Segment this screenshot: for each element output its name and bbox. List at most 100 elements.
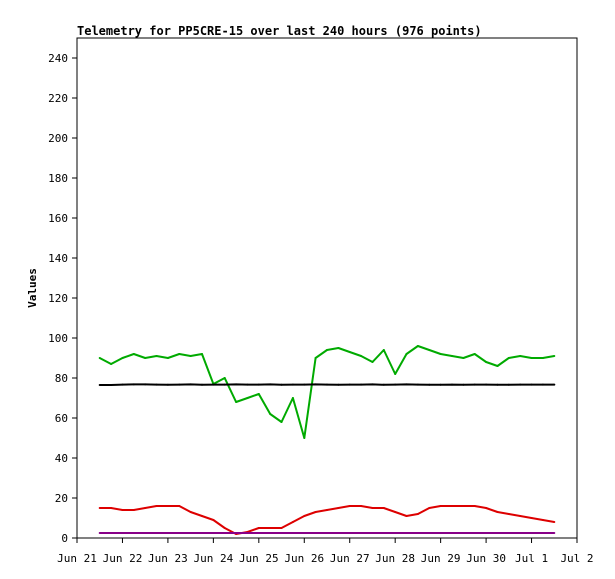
series-3-point	[223, 532, 226, 534]
series-1-point	[246, 383, 249, 386]
series-3-point	[178, 532, 181, 534]
series-2-point	[178, 505, 181, 507]
series-3-point	[235, 532, 238, 534]
x-tick-label: Jun 28	[375, 552, 415, 565]
series-3-point	[382, 532, 385, 534]
series-1-point	[428, 383, 431, 386]
series-2-point	[360, 505, 363, 507]
series-0-point	[223, 377, 226, 379]
series-1-point	[189, 383, 192, 386]
series-1-point	[98, 384, 101, 386]
series-2-point	[428, 507, 431, 509]
series-0-point	[303, 437, 306, 439]
series-3-point	[553, 532, 556, 534]
series-1-point	[382, 383, 385, 386]
y-tick-label: 160	[48, 212, 68, 225]
x-tick-label: Jul 2	[560, 552, 593, 565]
series-3-point	[530, 532, 533, 534]
series-2-point	[337, 507, 340, 509]
x-tick-label: Jul 1	[515, 552, 548, 565]
series-3-point	[166, 532, 169, 534]
series-0-point	[166, 357, 169, 359]
plot-area	[76, 37, 578, 539]
series-3-point	[337, 532, 340, 534]
series-1-point	[257, 383, 260, 386]
series-1-point	[326, 383, 328, 386]
series-3-point	[451, 532, 453, 534]
series-2-point	[110, 507, 113, 509]
series-1-point	[348, 383, 351, 386]
series-0-point	[473, 353, 476, 355]
series-3-point	[485, 532, 488, 534]
series-3-point	[98, 532, 101, 534]
x-axis: Jun 21 Jun 22 Jun 23 Jun 24 Jun 25 Jun 26 Jun …	[57, 538, 594, 565]
series-1-point	[235, 383, 238, 386]
series-3-point	[280, 532, 283, 534]
series-3-point	[405, 532, 408, 534]
series-0-point	[553, 355, 556, 357]
series-2-point	[416, 513, 419, 515]
series-3-point	[132, 532, 135, 534]
series-3-point	[303, 532, 306, 534]
series-3-point	[394, 532, 397, 534]
series-0-point	[496, 365, 499, 367]
series-2-point	[269, 527, 272, 529]
series-1-point	[223, 383, 226, 386]
series-1-point	[291, 383, 294, 386]
series-0-point	[428, 349, 431, 351]
series-3-point	[326, 532, 328, 534]
series-0-point	[405, 353, 408, 355]
y-tick-label: 220	[48, 92, 68, 105]
series-1-point	[201, 383, 203, 386]
series-0-point	[371, 361, 374, 363]
series-3-point	[155, 532, 158, 534]
series-2-point	[166, 505, 169, 507]
series-1-point	[303, 383, 306, 386]
series-0-point	[280, 421, 283, 423]
series-3-point	[428, 532, 431, 534]
series-0-point	[110, 363, 113, 365]
series-2-point	[519, 515, 522, 517]
y-tick-label: 240	[48, 52, 68, 65]
y-tick-label: 120	[48, 292, 68, 305]
y-tick-label: 60	[55, 412, 68, 425]
series-1-point	[485, 383, 488, 386]
series-0-point	[121, 357, 124, 359]
series-0-point	[155, 355, 158, 357]
series-3-point	[360, 532, 363, 534]
y-tick-label: 180	[48, 172, 68, 185]
x-tick-label: Jun 22	[103, 552, 143, 565]
series-0-point	[541, 357, 544, 359]
series-0-point	[530, 357, 533, 359]
series-0-point	[416, 345, 419, 347]
series-0-point	[337, 347, 340, 349]
x-tick-label: Jun 30	[466, 552, 506, 565]
series-1-point	[360, 383, 363, 386]
series-1-point	[371, 383, 374, 386]
series-3-point	[212, 532, 215, 534]
series-0-point	[189, 355, 192, 357]
series-2-point	[394, 511, 397, 513]
series-2-point	[257, 527, 260, 529]
series-1-point	[269, 383, 272, 386]
series-2-point	[496, 511, 499, 513]
x-tick-label: Jun 24	[193, 552, 233, 565]
series-1-point	[132, 383, 135, 386]
series-2-point	[98, 507, 101, 509]
y-tick-label: 40	[55, 452, 68, 465]
series-1-point	[473, 383, 476, 386]
series-2-point	[201, 515, 203, 517]
series-2-point	[314, 511, 317, 513]
series-3-point	[189, 532, 192, 534]
series-0-point	[178, 353, 181, 355]
series-1-point	[314, 383, 317, 386]
series-3-point	[473, 532, 476, 534]
series-2-point	[382, 507, 385, 509]
series-3-point	[496, 532, 499, 534]
series-0-point	[360, 355, 363, 357]
series-3-point	[257, 532, 260, 534]
series-3-point	[507, 532, 510, 534]
series-0-point	[144, 357, 147, 359]
x-tick-label: Jun 23	[148, 552, 188, 565]
series-1-point	[507, 383, 510, 386]
